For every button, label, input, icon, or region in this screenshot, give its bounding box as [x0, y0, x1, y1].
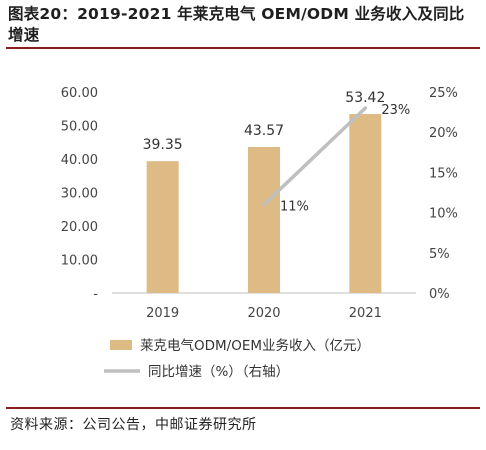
right-axis-tick-label: 20% [429, 126, 458, 141]
bar-value-label: 43.57 [244, 123, 284, 139]
left-axis-tick-label: 10.00 [61, 254, 98, 269]
legend-swatch-bar [110, 340, 132, 350]
x-axis-tick-label: 2021 [349, 306, 382, 321]
source-note: 资料来源：公司公告，中邮证券研究所 [10, 417, 257, 433]
bar-value-label: 53.42 [345, 90, 385, 106]
right-axis-tick-label: 5% [429, 247, 450, 262]
left-axis-tick-label: 30.00 [61, 187, 98, 202]
right-axis-tick-label: 25% [429, 86, 458, 101]
bar-value-label: 39.35 [143, 137, 183, 153]
bar-2021 [349, 114, 382, 293]
x-axis-tick-label: 2019 [146, 306, 179, 321]
title-divider [6, 47, 480, 49]
bar-2019 [146, 161, 179, 293]
bar-line-chart: - 10.00 20.00 30.00 40.00 50.00 60.00 0% 5% 10% 15… [61, 86, 458, 380]
right-axis-tick-label: 10% [429, 207, 458, 222]
left-axis-tick-label: - [93, 287, 98, 302]
legend-label-line: 同比增速（%）（右轴） [148, 364, 289, 380]
legend-label-bar: 莱克电气ODM/OEM业务收入（亿元） [140, 338, 370, 354]
right-axis-tick-label: 15% [429, 166, 458, 181]
growth-rate-label: 23% [381, 103, 410, 118]
figure-title: 图表20：2019-2021 年莱克电气 OEM/ODM 业务收入及同比增速 [8, 5, 465, 44]
growth-rate-line [262, 106, 368, 207]
x-axis-tick-label: 2020 [247, 306, 280, 321]
left-axis-tick-label: 50.00 [61, 120, 98, 135]
left-axis-tick-label: 20.00 [61, 220, 98, 235]
left-axis-tick-label: 60.00 [61, 86, 98, 101]
left-axis-tick-label: 40.00 [61, 153, 98, 168]
right-axis-tick-label: 0% [429, 287, 450, 302]
source-divider [6, 407, 480, 409]
growth-rate-label: 11% [280, 200, 309, 215]
bar-2020 [248, 147, 280, 293]
